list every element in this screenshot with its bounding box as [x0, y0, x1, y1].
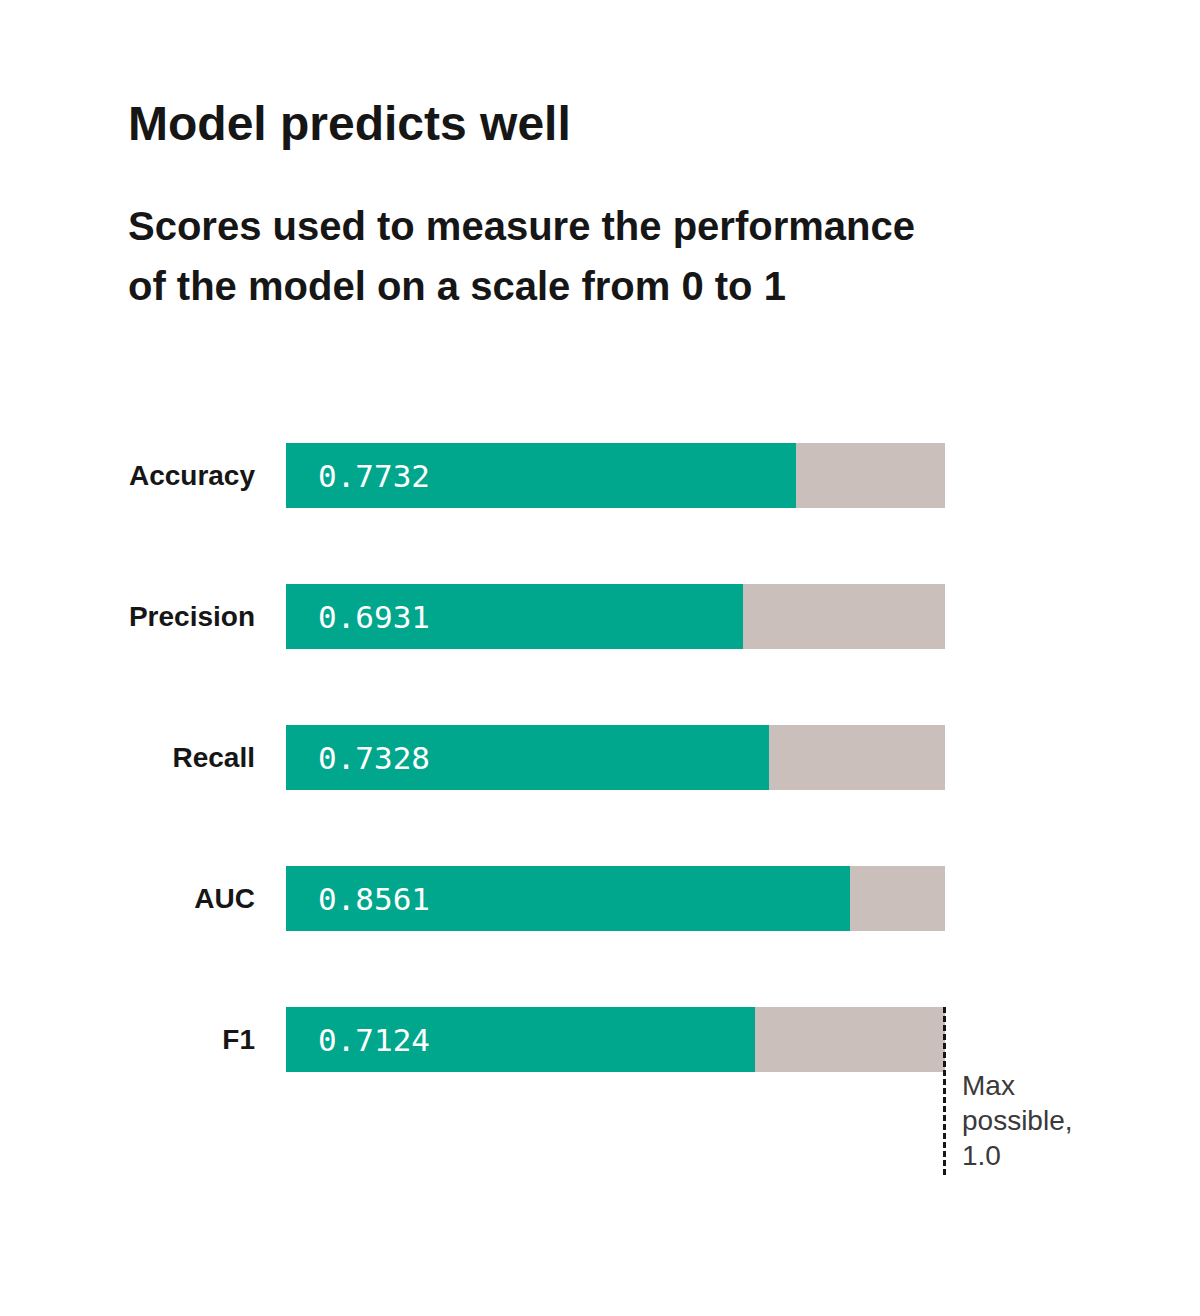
bar-track-precision: 0.6931 [286, 584, 945, 649]
bar-row-precision: Precision 0.6931 [128, 584, 945, 649]
chart-subtitle-line-1: Scores used to measure the performance [128, 196, 915, 256]
bar-fill-auc: 0.8561 [286, 866, 850, 931]
bar-track-accuracy: 0.7732 [286, 443, 945, 508]
bar-track-f1: 0.7124 [286, 1007, 945, 1072]
page-title: Model predicts well [128, 96, 571, 152]
bar-chart: Accuracy 0.7732 Precision 0.6931 Recall … [128, 443, 945, 1072]
max-possible-label-line-3: 1.0 [962, 1138, 1073, 1173]
max-possible-label-line-1: Max [962, 1068, 1073, 1103]
bar-fill-f1: 0.7124 [286, 1007, 755, 1072]
bar-label-precision: Precision [128, 584, 255, 649]
max-possible-reference-line [943, 1007, 946, 1175]
chart-subtitle: Scores used to measure the performance o… [128, 196, 915, 316]
bar-label-recall: Recall [128, 725, 255, 790]
max-possible-label: Max possible, 1.0 [962, 1068, 1073, 1173]
bar-fill-recall: 0.7328 [286, 725, 769, 790]
max-possible-label-line-2: possible, [962, 1103, 1073, 1138]
bar-track-recall: 0.7328 [286, 725, 945, 790]
bar-label-accuracy: Accuracy [128, 443, 255, 508]
bar-row-auc: AUC 0.8561 [128, 866, 945, 931]
bar-fill-precision: 0.6931 [286, 584, 743, 649]
bar-track-auc: 0.8561 [286, 866, 945, 931]
chart-subtitle-line-2: of the model on a scale from 0 to 1 [128, 256, 915, 316]
bar-value-accuracy: 0.7732 [286, 458, 430, 494]
bar-value-recall: 0.7328 [286, 740, 430, 776]
bar-value-precision: 0.6931 [286, 599, 430, 635]
bar-row-recall: Recall 0.7328 [128, 725, 945, 790]
bar-row-accuracy: Accuracy 0.7732 [128, 443, 945, 508]
bar-value-auc: 0.8561 [286, 881, 430, 917]
bar-value-f1: 0.7124 [286, 1022, 430, 1058]
bar-fill-accuracy: 0.7732 [286, 443, 796, 508]
bar-row-f1: F1 0.7124 [128, 1007, 945, 1072]
bar-label-f1: F1 [128, 1007, 255, 1072]
bar-label-auc: AUC [128, 866, 255, 931]
